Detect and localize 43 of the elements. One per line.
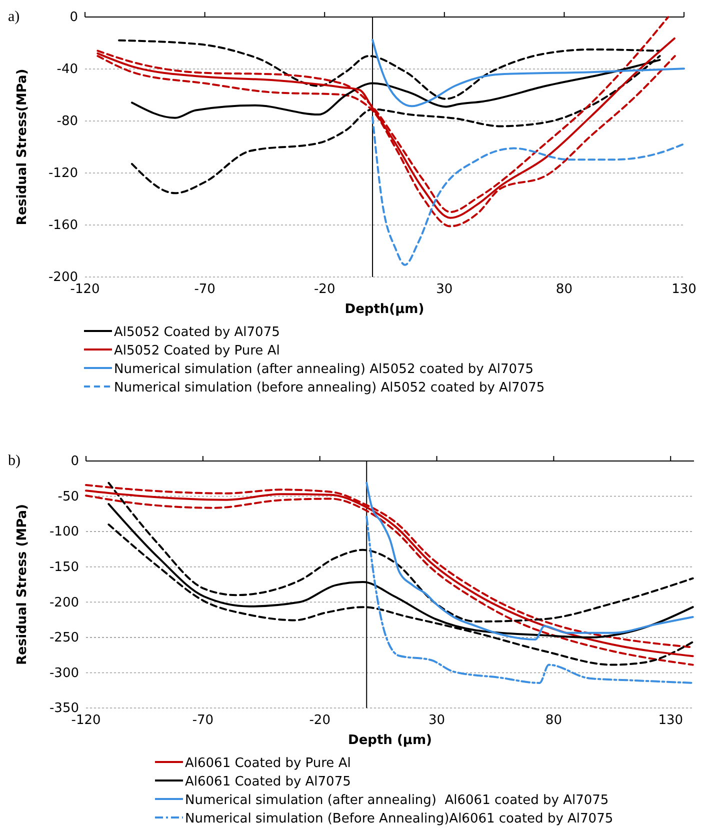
y-tick-label: -100: [49, 524, 79, 540]
y-tick-label: -40: [56, 62, 78, 78]
y-tick-label: -150: [49, 560, 79, 576]
chart-title: a): [8, 9, 20, 25]
x-tick-label: 80: [556, 282, 572, 298]
y-tick-label: 0: [70, 10, 78, 26]
y-tick-label: 0: [70, 454, 79, 470]
x-tick-label: 30: [436, 282, 453, 298]
y-tick-label: -80: [56, 114, 78, 130]
line-series: [372, 116, 685, 266]
y-tick-label: -350: [49, 701, 79, 716]
legend-label: Al6061 Coated by Pure Al: [185, 756, 351, 771]
y-tick-label: -200: [48, 270, 78, 286]
y-tick-label: -300: [49, 666, 79, 681]
y-tick-label: -200: [49, 595, 79, 610]
legend-label: Al6061 Coated by Al7075: [185, 774, 351, 790]
legend-label: Numerical simulation (Before Annealing)Al6061 coated by Al7075: [185, 812, 614, 826]
line-series: [130, 55, 661, 194]
x-axis-title: Depth (μm): [348, 733, 432, 748]
y-tick-label: -120: [48, 166, 78, 182]
y-tick-label: -50: [58, 489, 79, 504]
legend-label: Numerical simulation (after annealing) Al6061 coated by Al7075: [185, 793, 609, 808]
y-axis-title: Residual Stress (MPa): [15, 504, 30, 665]
x-tick-label: -70: [192, 713, 214, 728]
line-series: [366, 482, 694, 641]
y-axis-title: Residual Stress(MPa): [15, 68, 30, 226]
x-axis-title: Depth(μm): [344, 302, 424, 317]
x-tick-label: -20: [314, 282, 336, 298]
x-tick-label: 130: [658, 713, 684, 728]
line-series: [372, 38, 685, 108]
legend-label: Numerical simulation (before annealing) Al5052 coated by Al7075: [114, 380, 545, 396]
legend-label: Al5052 Coated by Pure Al: [114, 344, 280, 358]
line-series: [366, 516, 694, 684]
y-tick-label: -250: [49, 630, 79, 646]
x-tick-label: 80: [545, 713, 562, 728]
x-tick-label: 130: [672, 282, 696, 298]
x-tick-label: 30: [428, 713, 446, 728]
legend-label: Numerical simulation (after annealing) Al5052 coated by Al7075: [114, 362, 534, 377]
x-tick-label: -20: [309, 713, 330, 728]
x-tick-label: -70: [194, 282, 216, 298]
legend-label: Al5052 Coated by Al7075: [114, 325, 280, 340]
y-tick-label: -160: [48, 218, 78, 234]
chart-title: b): [8, 453, 20, 469]
